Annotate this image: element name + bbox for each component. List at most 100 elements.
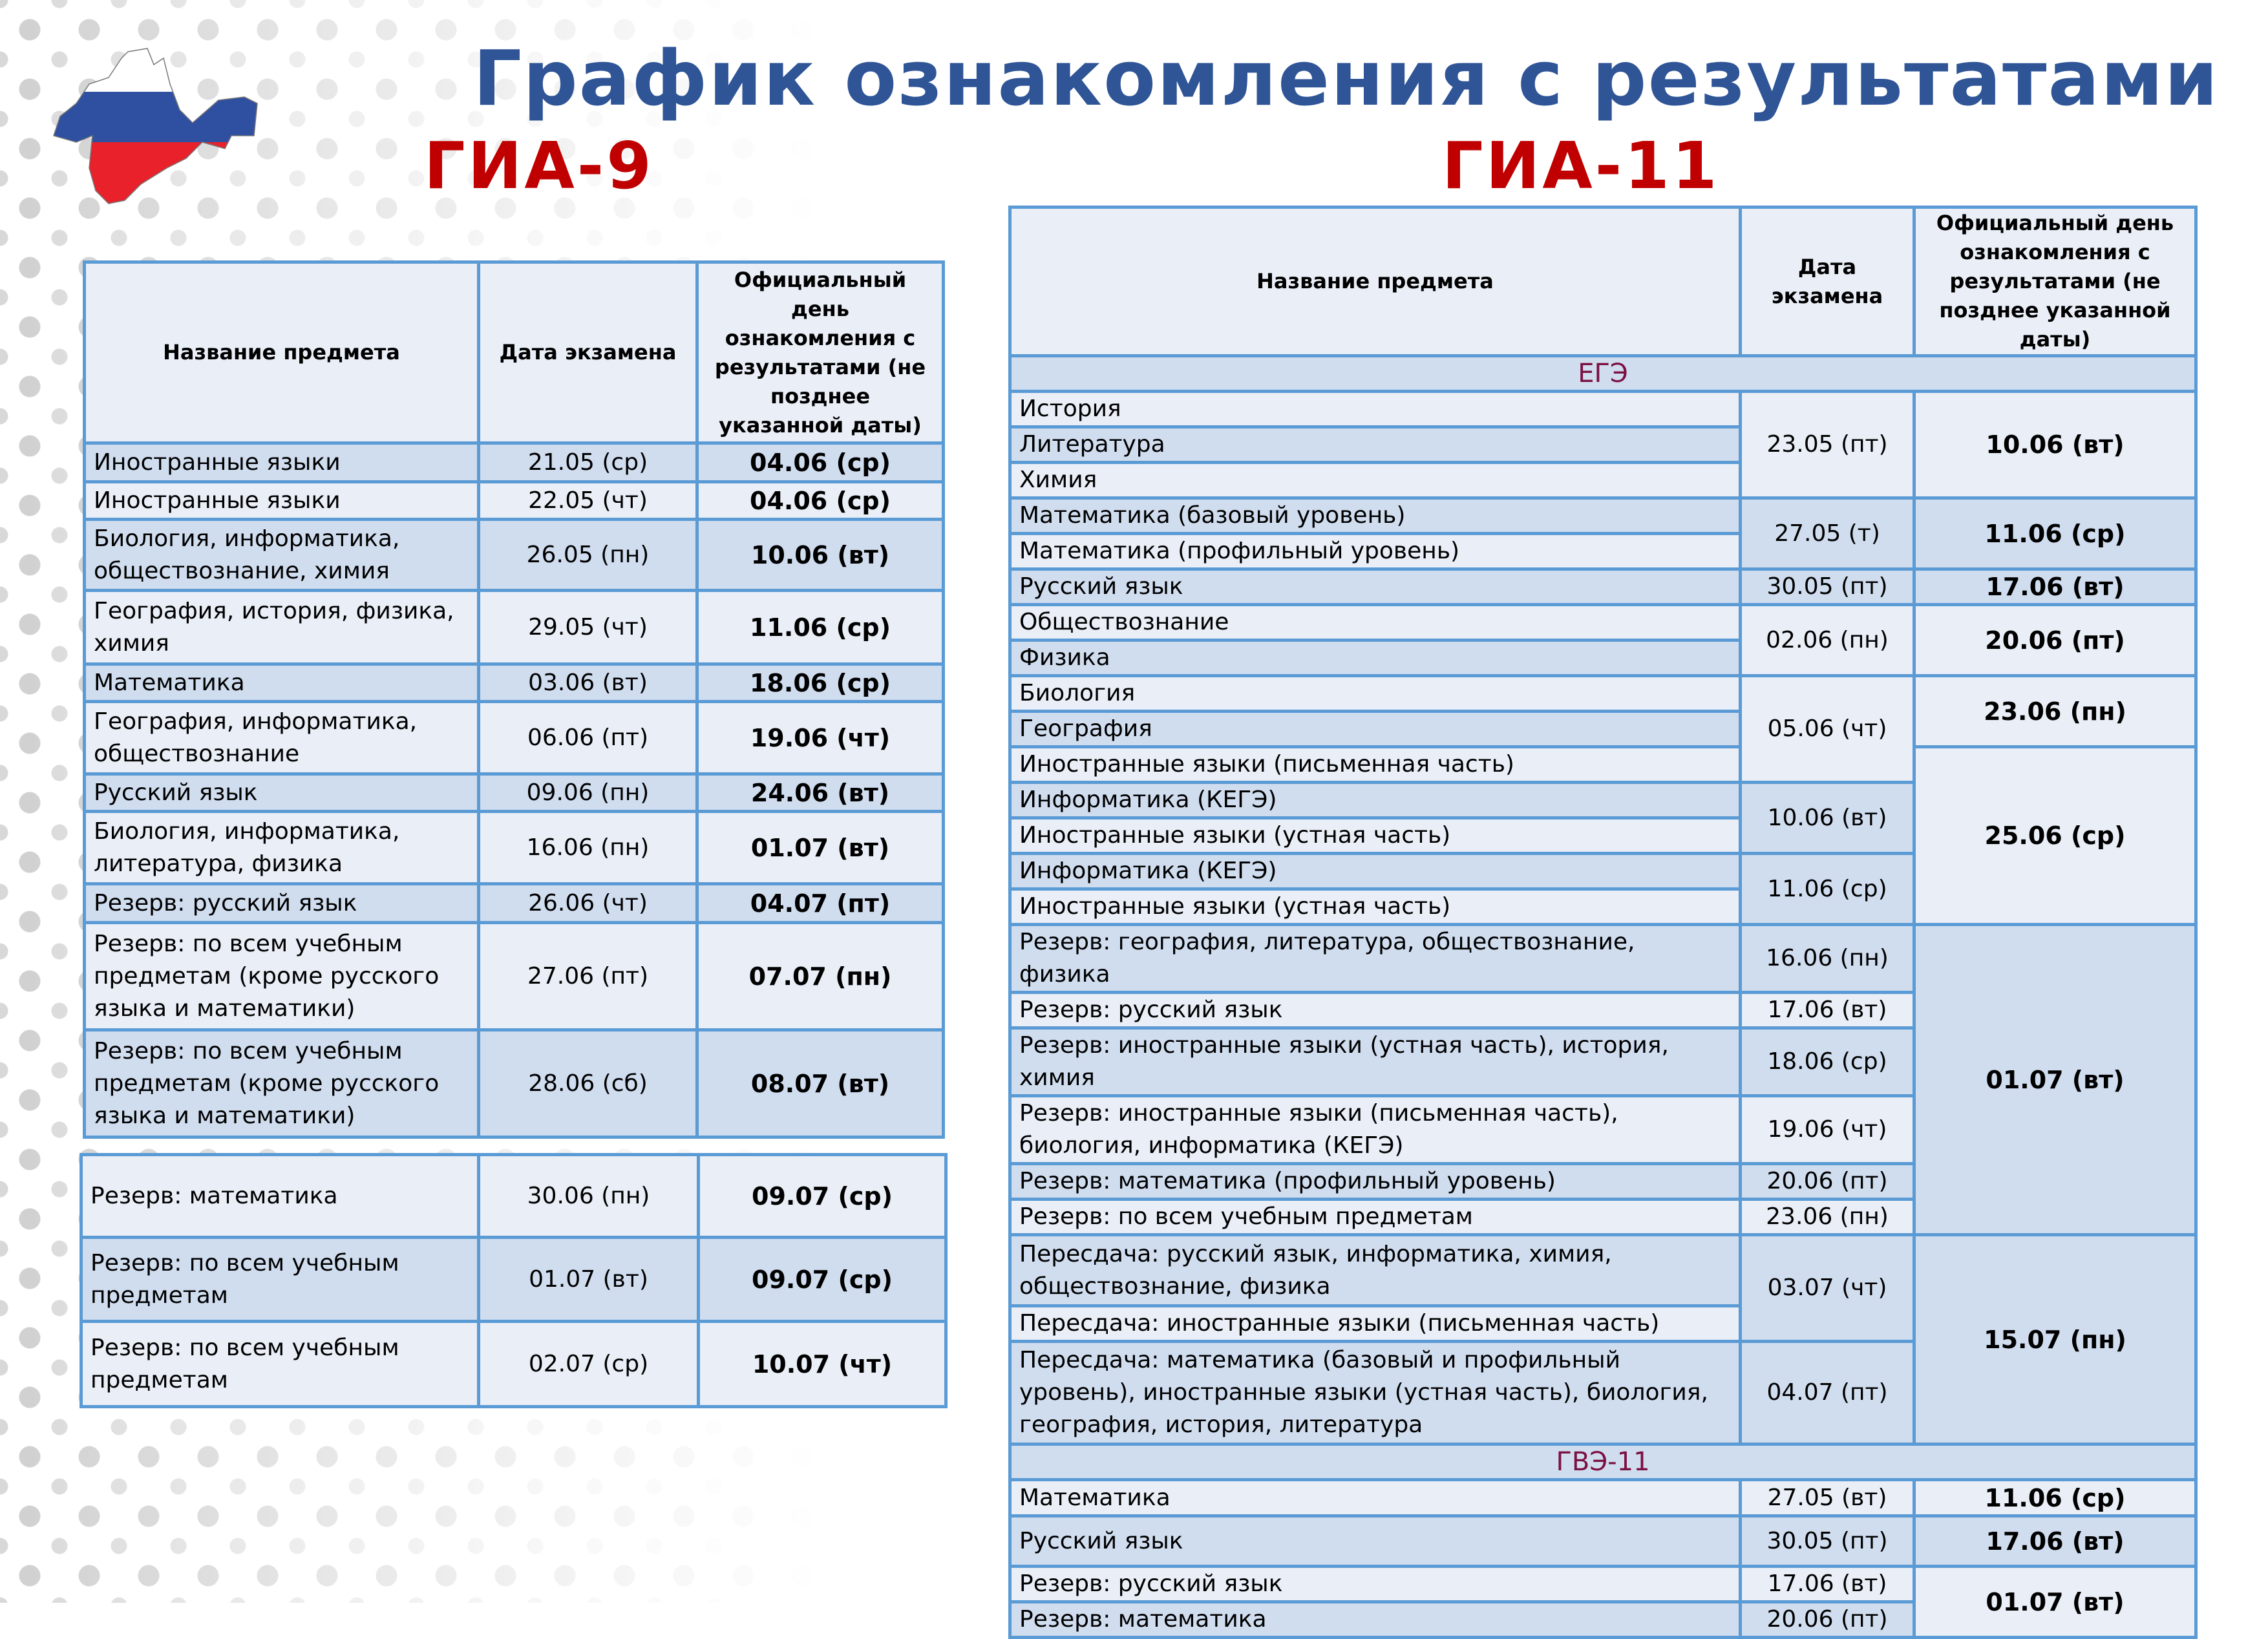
subject-header: Название предмета <box>83 260 480 445</box>
subject-cell: Иностранные языки (письменная часть) <box>1008 745 1742 784</box>
exam-date-cell: 22.05 (чт) <box>477 480 699 521</box>
exam-date-cell: 26.06 (чт) <box>477 882 699 924</box>
exam-date-cell: 19.06 (чт) <box>1739 1094 1916 1165</box>
results-date-cell: 18.06 (ср) <box>695 662 945 703</box>
table-row: Пересдача: иностранные языки (письменная… <box>1008 1304 2196 1343</box>
subject-cell: Математика <box>83 662 480 703</box>
table-row: География <box>1008 710 2196 748</box>
ege-band-row: ЕГЭ <box>1008 354 2198 393</box>
exam-date-header: Дата экзамена <box>477 260 699 445</box>
exam-date-cell: 27.05 (т) <box>1739 496 1916 571</box>
exam-date-cell: 05.06 (чт) <box>1739 674 1916 784</box>
exam-date-cell: 30.05 (пт) <box>1739 567 1916 606</box>
table-row: Обществознание 02.06 (пн) 20.06 (пт) <box>1008 603 2198 677</box>
subject-cell: Математика (базовый уровень) <box>1008 496 1742 535</box>
subject-cell: Математика <box>1008 1478 1742 1517</box>
table-row: Математика (профильный уровень) <box>1008 532 2196 571</box>
gia11-schedule-table: Название предмета Дата экзамена Официальны… <box>1008 206 2198 1639</box>
gia9-schedule-table: Название предмета Дата экзамена Официальны… <box>83 260 945 1139</box>
subject-cell: Резерв: география, литература, обществоз… <box>1008 923 1742 994</box>
results-date-cell: 04.06 (ср) <box>695 480 945 521</box>
header-row: Название предмета Дата экзамена Официальны… <box>1008 206 2198 357</box>
subject-cell: География, история, физика, химия <box>83 589 480 666</box>
results-date-cell: 19.06 (чт) <box>695 700 945 776</box>
subject-cell: Резерв: русский язык <box>83 882 480 924</box>
results-date-cell: 17.06 (вт) <box>1913 567 2198 606</box>
exam-date-cell: 04.07 (пт) <box>1739 1340 1916 1446</box>
subject-cell: Биология <box>1008 674 1742 713</box>
exam-date-cell: 17.06 (вт) <box>1739 1565 1916 1603</box>
table-row: Резерв: русский язык 26.06 (чт) 04.07 (пт) <box>83 882 945 924</box>
table-row: Пересдача: математика (базовый и профиль… <box>1008 1340 2196 1446</box>
table-row: Химия <box>1008 461 2196 500</box>
results-date-cell: 24.06 (вт) <box>695 772 945 813</box>
gia9-heading: ГИА-9 <box>424 128 654 204</box>
results-date-cell: 01.07 (вт) <box>1913 923 2198 1236</box>
exam-date-cell: 06.06 (пт) <box>477 700 699 776</box>
table-row: Резерв: по всем учебным предметам 23.06 (… <box>1008 1198 2196 1236</box>
exam-date-cell: 23.05 (пт) <box>1739 390 1916 500</box>
subject-cell: Резерв: русский язык <box>1008 991 1742 1030</box>
table-row: Иностранные языки (письменная часть) 25.0… <box>1008 745 2198 926</box>
results-date-cell: 15.07 (пн) <box>1913 1233 2198 1446</box>
table-row: Резерв: иностранные языки (устная часть)… <box>1008 1026 2196 1097</box>
results-date-cell: 08.07 (вт) <box>695 1028 945 1139</box>
gia9-reserve-table: Резерв: математика 30.06 (пн) 09.07 (ср) Ре… <box>79 1153 948 1408</box>
page-title: График ознакомления с результатами <box>473 34 2220 123</box>
exam-date-cell: 27.05 (вт) <box>1739 1478 1916 1517</box>
results-date-cell: 09.07 (ср) <box>697 1153 948 1239</box>
table-row: Литература <box>1008 425 2196 464</box>
exam-date-cell: 09.06 (пн) <box>477 772 699 813</box>
table-row: Математика 27.05 (вт) 11.06 (ср) <box>1008 1478 2198 1517</box>
exam-date-cell: 30.06 (пн) <box>477 1153 700 1239</box>
exam-date-cell: 16.06 (пн) <box>477 810 699 885</box>
table-row: Биология, информатика, обществознание, х… <box>83 518 945 592</box>
table-row: География, история, физика, химия 29.05 (… <box>83 589 945 666</box>
results-date-cell: 04.07 (пт) <box>695 882 945 924</box>
subject-cell: Резерв: русский язык <box>1008 1565 1742 1603</box>
table-row: География, информатика, обществознание 06… <box>83 700 945 776</box>
gia11-heading: ГИА-11 <box>1442 128 1720 204</box>
exam-date-cell: 10.06 (вт) <box>1739 781 1916 855</box>
results-date-cell: 11.06 (ср) <box>1913 496 2198 571</box>
exam-date-cell: 29.05 (чт) <box>477 589 699 666</box>
results-date-cell: 23.06 (пн) <box>1913 674 2198 748</box>
subject-cell: Пересдача: иностранные языки (письменная… <box>1008 1304 1742 1343</box>
table-row: Иностранные языки (устная часть) <box>1008 887 2196 926</box>
table-row: Русский язык 30.05 (пт) 17.06 (вт) <box>1008 1514 2198 1568</box>
exam-date-cell: 23.06 (пн) <box>1739 1198 1916 1236</box>
exam-date-cell: 03.06 (вт) <box>477 662 699 703</box>
exam-date-cell: 17.06 (вт) <box>1739 991 1916 1030</box>
subject-cell: Резерв: по всем учебным предметам <box>79 1320 480 1408</box>
table-row: Математика 03.06 (вт) 18.06 (ср) <box>83 662 945 703</box>
subject-cell: Резерв: иностранные языки (устная часть)… <box>1008 1026 1742 1097</box>
subject-cell: Пересдача: математика (базовый и профиль… <box>1008 1340 1742 1446</box>
exam-date-cell: 01.07 (вт) <box>477 1236 700 1323</box>
exam-date-cell: 20.06 (пт) <box>1739 1600 1916 1639</box>
subject-cell: Резерв: по всем учебным предметам <box>79 1236 480 1323</box>
table-row: Резерв: по всем учебным предметам (кроме… <box>83 1028 945 1139</box>
subject-cell: Информатика (КЕГЭ) <box>1008 781 1742 820</box>
results-date-cell: 01.07 (вт) <box>1913 1565 2198 1639</box>
exam-date-cell: 27.06 (пт) <box>477 921 699 1031</box>
results-date-cell: 10.06 (вт) <box>695 518 945 592</box>
subject-cell: Литература <box>1008 425 1742 464</box>
subject-cell: Химия <box>1008 461 1742 500</box>
subject-cell: Математика (профильный уровень) <box>1008 532 1742 571</box>
subject-cell: Информатика (КЕГЭ) <box>1008 852 1742 891</box>
table-row: Информатика (КЕГЭ) 10.06 (вт) <box>1008 781 2196 855</box>
exam-date-cell: 28.06 (сб) <box>477 1028 699 1139</box>
table-row: Резерв: по всем учебным предметам (кроме… <box>83 921 945 1031</box>
subject-cell: Пересдача: русский язык, информатика, хи… <box>1008 1233 1742 1307</box>
table-row: Резерв: по всем учебным предметам 01.07 (… <box>79 1236 948 1323</box>
results-date-cell: 11.06 (ср) <box>1913 1478 2198 1517</box>
ege-band-label: ЕГЭ <box>1008 354 2198 393</box>
exam-date-cell: 02.06 (пн) <box>1739 603 1916 677</box>
subject-cell: Резерв: иностранные языки (письменная ча… <box>1008 1094 1742 1165</box>
subject-cell: Резерв: математика <box>1008 1600 1742 1639</box>
results-date-cell: 10.07 (чт) <box>697 1320 948 1408</box>
subject-cell: Резерв: математика (профильный уровень) <box>1008 1162 1742 1201</box>
results-date-cell: 10.06 (вт) <box>1913 390 2198 500</box>
exam-date-cell: 03.07 (чт) <box>1739 1233 1916 1343</box>
table-row: Информатика (КЕГЭ) 11.06 (ср) <box>1008 852 2196 926</box>
